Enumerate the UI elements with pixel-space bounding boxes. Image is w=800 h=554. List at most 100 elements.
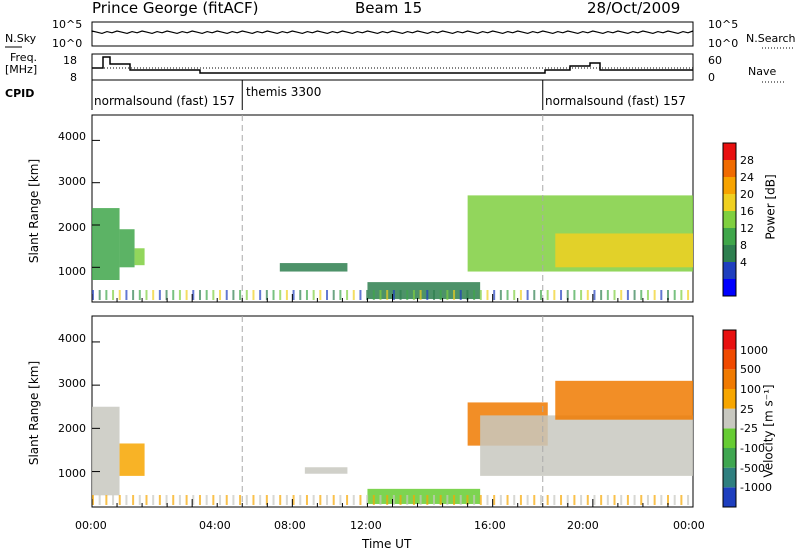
power-speckle [305, 290, 308, 300]
power-ytick-4000: 4000 [58, 130, 86, 143]
power-speckle [312, 290, 315, 300]
velocity-colorbar-tick: -25 [740, 422, 758, 436]
velocity-speckle [680, 495, 683, 505]
power-speckle [493, 290, 496, 300]
velocity-speckle [526, 495, 529, 505]
xtick-2000: 20:00 [567, 519, 599, 532]
velocity-colorbar-tick: -100 [740, 442, 765, 455]
velocity-speckle [225, 495, 228, 505]
velocity-speckle [539, 495, 542, 505]
velocity-speckle [158, 495, 161, 505]
velocity-speckle [473, 495, 476, 505]
velocity-speckle [245, 495, 248, 505]
power-swatch [723, 160, 736, 177]
power-speckle [198, 290, 201, 300]
velocity-speckle [172, 495, 175, 505]
velocity-speckle [392, 495, 395, 505]
power-speckle [586, 290, 589, 300]
velocity-region [367, 488, 481, 504]
power-speckle [245, 290, 248, 300]
velocity-region [555, 380, 693, 420]
velocity-swatch [723, 389, 736, 409]
velocity-swatch [723, 349, 736, 370]
velocity-speckle [319, 495, 322, 505]
freq-tick-bottom: 8 [70, 71, 77, 84]
beam-title: Beam 15 [355, 0, 423, 17]
velocity-ytick-4000: 4000 [58, 332, 86, 345]
velocity-colorbar-tick: 25 [740, 402, 754, 416]
power-colorbar-tick: 28 [740, 154, 754, 167]
velocity-speckle [446, 495, 449, 505]
power-speckle [479, 290, 482, 300]
date-title: 28/Oct/2009 [587, 0, 681, 17]
velocity-speckle [519, 495, 522, 505]
power-swatch [723, 279, 736, 296]
velocity-speckle [118, 495, 121, 505]
velocity-speckle [600, 495, 603, 505]
power-speckle [633, 290, 636, 300]
velocity-speckle [272, 495, 275, 505]
velocity-speckle [185, 495, 188, 505]
velocity-speckle [580, 495, 583, 505]
velocity-speckle [232, 495, 235, 505]
power-speckle [560, 290, 563, 300]
power-region [555, 233, 693, 268]
nave-label: Nave [748, 65, 777, 78]
power-colorbar-tick: 8 [740, 239, 747, 252]
power-speckle [332, 290, 335, 300]
velocity-speckle [560, 495, 563, 505]
velocity-speckle [352, 495, 355, 505]
power-speckle [553, 290, 556, 300]
power-ytick-2000: 2000 [58, 221, 86, 234]
power-speckle [265, 290, 268, 300]
velocity-speckle [145, 495, 148, 505]
power-speckle [426, 290, 429, 300]
power-swatch [723, 143, 736, 160]
power-speckle [573, 290, 576, 300]
velocity-speckle [239, 495, 242, 505]
velocity-speckle [386, 495, 389, 505]
nsky-trace [91, 30, 694, 35]
velocity-swatch [723, 487, 736, 507]
power-colorbar-tick: 24 [740, 171, 754, 184]
power-speckle [526, 290, 529, 300]
power-speckle [687, 290, 690, 300]
power-region [279, 263, 348, 272]
power-speckle [192, 290, 195, 300]
velocity-colorbar-tick: -500 [740, 461, 765, 475]
power-speckle [232, 290, 235, 300]
power-region [134, 248, 145, 266]
power-speckle [439, 290, 442, 300]
power-swatch [723, 211, 736, 228]
velocity-swatch [723, 448, 736, 468]
velocity-swatch [723, 467, 736, 488]
power-speckle [386, 290, 389, 300]
power-speckle [225, 290, 228, 300]
velocity-speckle [332, 495, 335, 505]
velocity-speckle [426, 495, 429, 505]
power-swatch [723, 228, 736, 245]
velocity-swatch [723, 408, 736, 429]
velocity-speckle [412, 495, 415, 505]
power-speckle [239, 290, 242, 300]
power-colorbar-tick: 20 [740, 188, 754, 201]
nsky-frame [91, 21, 694, 47]
power-speckle [299, 290, 302, 300]
freq-frame [91, 53, 694, 81]
xtick-2400: 00:00 [673, 519, 705, 532]
velocity-speckle [359, 495, 362, 505]
power-speckle [145, 290, 148, 300]
power-region [367, 282, 481, 300]
nave-tick-top: 60 [708, 54, 722, 67]
power-speckle [346, 290, 349, 300]
velocity-speckle [573, 495, 576, 505]
power-speckle [606, 290, 609, 300]
power-speckle [486, 290, 489, 300]
power-speckle [406, 290, 409, 300]
velocity-speckle [613, 495, 616, 505]
power-speckle [359, 290, 362, 300]
power-ytick-3000: 3000 [58, 175, 86, 188]
velocity-speckle [138, 495, 141, 505]
power-speckle [446, 290, 449, 300]
